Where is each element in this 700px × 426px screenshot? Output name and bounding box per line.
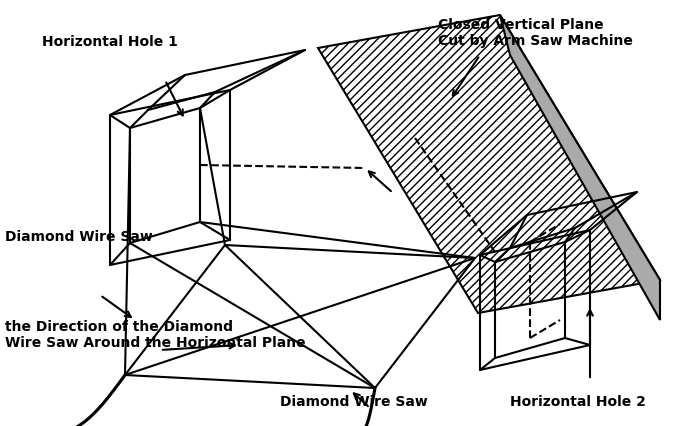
Polygon shape (318, 15, 660, 313)
Text: the Direction of the Diamond
Wire Saw Around the Horizontal Plane: the Direction of the Diamond Wire Saw Ar… (5, 320, 306, 350)
Text: Horizontal Hole 2: Horizontal Hole 2 (510, 395, 646, 409)
Polygon shape (500, 15, 660, 320)
Text: Horizontal Hole 1: Horizontal Hole 1 (42, 35, 178, 49)
Text: Diamond Wire Saw: Diamond Wire Saw (280, 395, 428, 409)
Text: Diamond Wire Saw: Diamond Wire Saw (5, 230, 153, 244)
Text: Closed Vertical Plane
Cut by Arm Saw Machine: Closed Vertical Plane Cut by Arm Saw Mac… (438, 18, 633, 48)
